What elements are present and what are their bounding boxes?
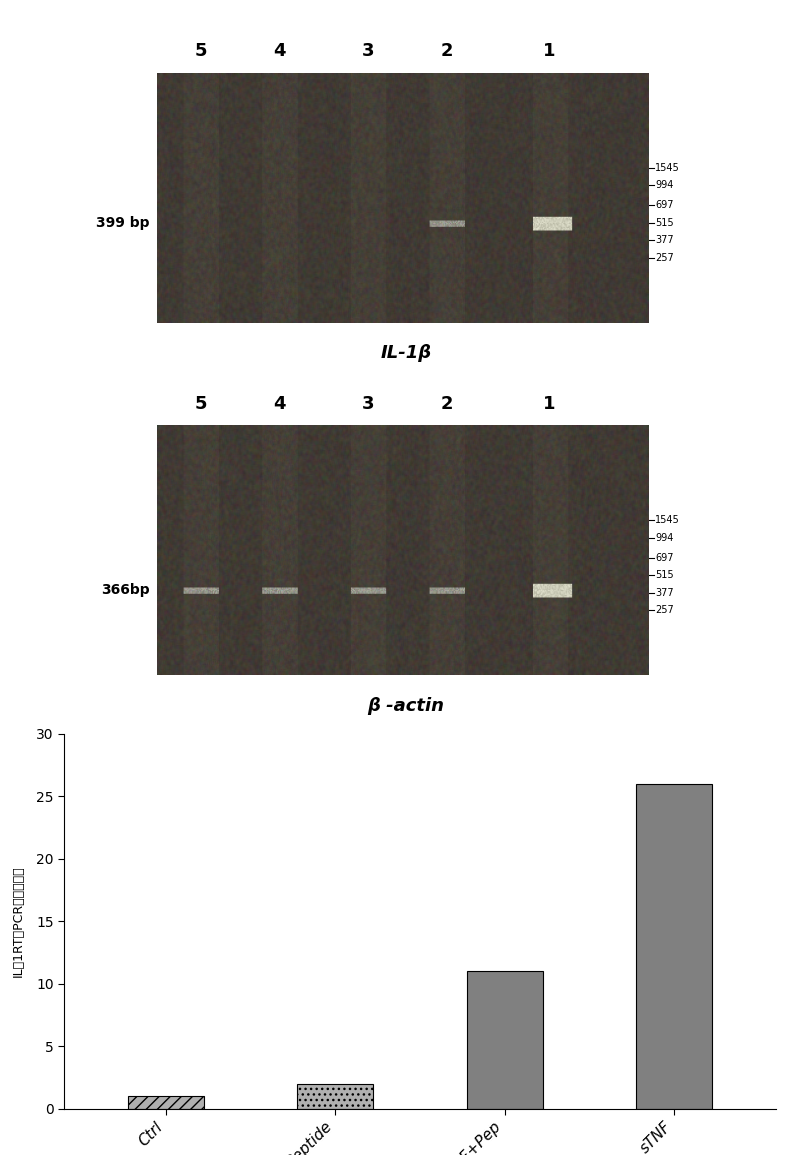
Text: 377: 377: [655, 588, 674, 597]
Text: 257: 257: [655, 253, 674, 262]
Text: 2: 2: [440, 395, 453, 412]
Text: 515: 515: [655, 571, 674, 580]
Text: 1: 1: [543, 395, 556, 412]
Text: 1: 1: [543, 42, 556, 60]
Text: 3: 3: [362, 395, 374, 412]
Bar: [636, 784, 713, 1109]
Bar: [127, 1096, 204, 1109]
Text: 257: 257: [655, 605, 674, 616]
Text: 515: 515: [655, 217, 674, 228]
Text: 4: 4: [273, 42, 286, 60]
Text: 697: 697: [655, 200, 674, 210]
Text: 2: 2: [440, 42, 453, 60]
Text: 697: 697: [655, 552, 674, 562]
Text: 4: 4: [273, 395, 286, 412]
Text: IL-1β: IL-1β: [380, 344, 431, 363]
Text: 5: 5: [194, 42, 207, 60]
Bar: [297, 1083, 374, 1109]
Text: 994: 994: [655, 180, 674, 191]
Text: 377: 377: [655, 236, 674, 245]
Text: 1545: 1545: [655, 163, 680, 172]
Y-axis label: IL－1RT－PCR产物相对量: IL－1RT－PCR产物相对量: [12, 865, 25, 977]
Text: 1545: 1545: [655, 515, 680, 526]
Text: 5: 5: [194, 395, 207, 412]
Text: 399 bp: 399 bp: [96, 216, 150, 230]
Text: β -actin: β -actin: [367, 696, 444, 715]
Text: 994: 994: [655, 532, 674, 543]
Bar: [466, 971, 543, 1109]
Text: 366bp: 366bp: [101, 583, 150, 597]
Text: 3: 3: [362, 42, 374, 60]
